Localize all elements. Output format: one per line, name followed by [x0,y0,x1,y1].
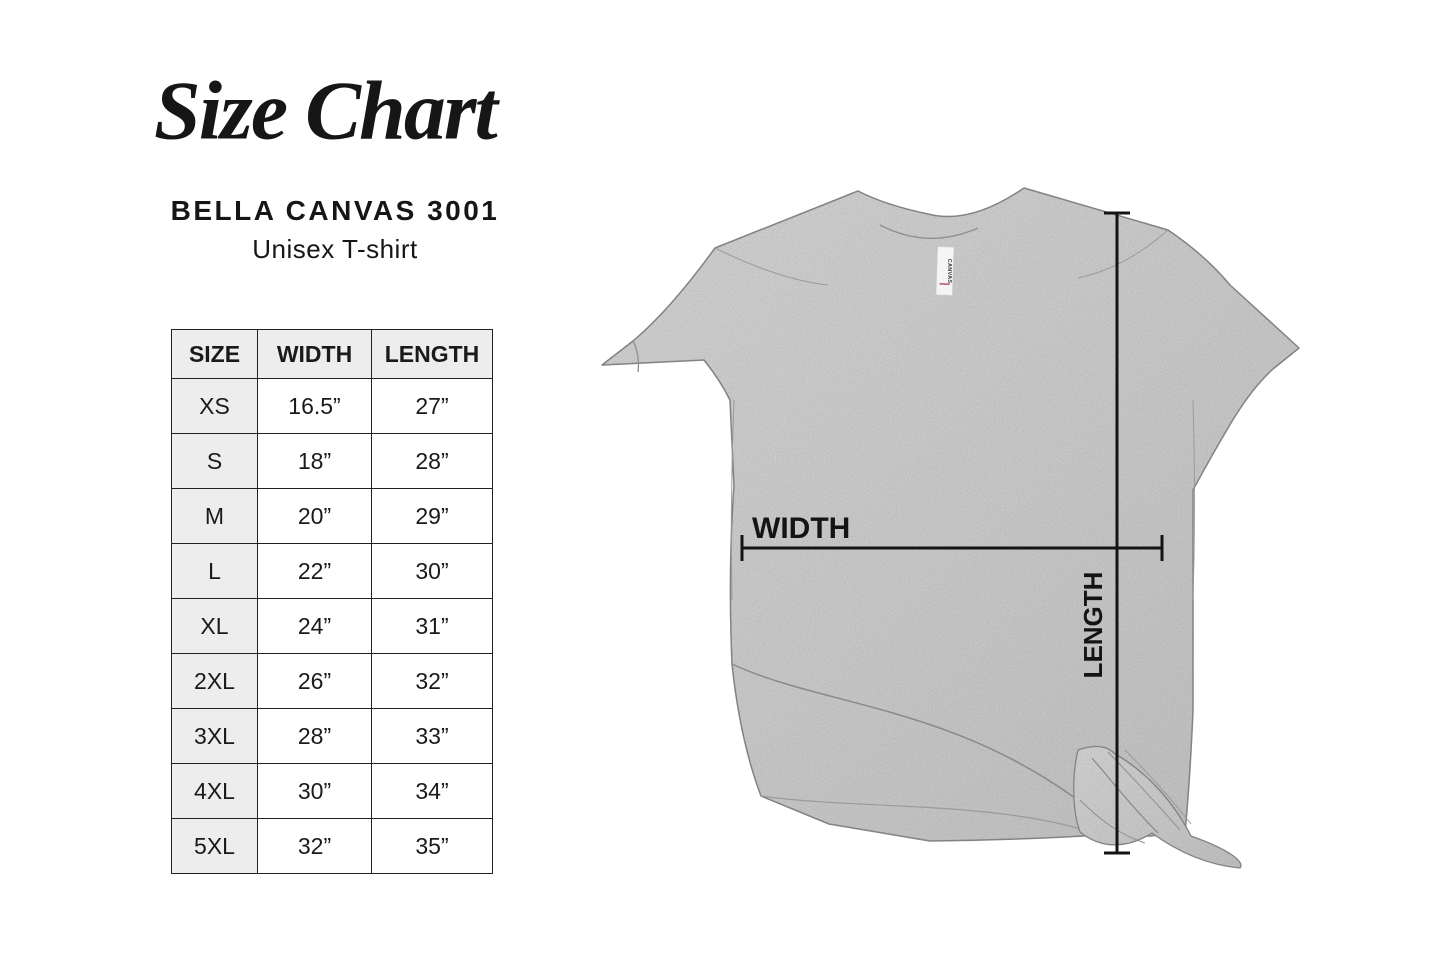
svg-text:Size Chart: Size Chart [154,65,500,158]
svg-text:WIDTH: WIDTH [752,512,850,545]
svg-text:CANVAS: CANVAS [946,259,952,284]
svg-text:LENGTH: LENGTH [1078,572,1108,679]
